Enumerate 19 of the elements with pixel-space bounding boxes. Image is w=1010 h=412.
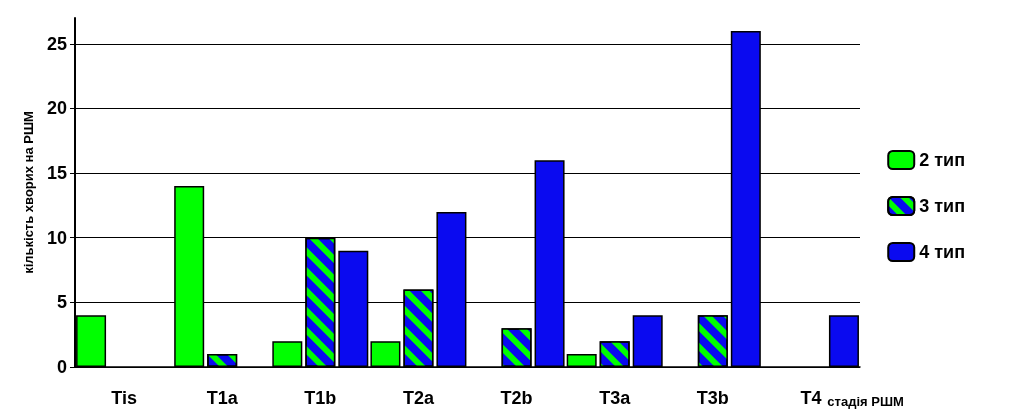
y-tick-label: 10 [46,227,67,248]
legend-label: 2 тип [919,150,965,170]
y-tick-label: 5 [56,292,67,313]
legend-label: 3 тип [919,196,965,216]
y-tick-label: 25 [46,33,67,54]
x-tick-label: T2a [402,388,435,408]
x-tick-label: T3b [696,388,729,408]
y-tick-label: 15 [46,163,67,184]
y-axis-title: кількість хворих на РШМ [21,111,36,274]
y-tick-label: 0 [56,357,67,377]
legend-label: 4 тип [919,242,965,262]
x-tick-label: Tis [111,388,137,408]
x-tick-label: T2b [500,388,533,408]
x-tick-label: T1a [206,388,239,408]
x-tick-label: T3a [599,388,632,408]
x-axis-title: стадія РШМ [827,394,904,409]
x-tick-label: T1b [304,388,337,408]
y-tick-label: 20 [46,98,67,119]
x-tick-label: T4 [800,388,822,408]
